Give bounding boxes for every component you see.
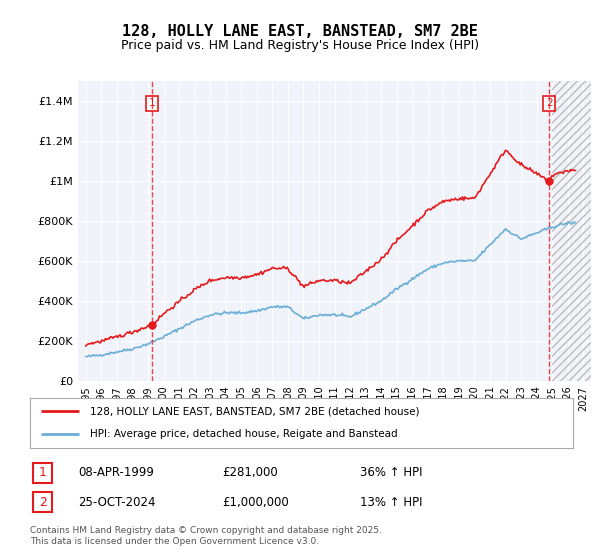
Text: 1: 1 (149, 98, 155, 108)
Text: 08-APR-1999: 08-APR-1999 (78, 466, 154, 479)
Text: 2: 2 (38, 496, 47, 509)
Text: 2: 2 (546, 98, 553, 108)
Text: 128, HOLLY LANE EAST, BANSTEAD, SM7 2BE: 128, HOLLY LANE EAST, BANSTEAD, SM7 2BE (122, 24, 478, 39)
Text: 1: 1 (38, 466, 47, 479)
Text: £1,000,000: £1,000,000 (222, 496, 289, 509)
Text: Price paid vs. HM Land Registry's House Price Index (HPI): Price paid vs. HM Land Registry's House … (121, 39, 479, 52)
Text: 13% ↑ HPI: 13% ↑ HPI (360, 496, 422, 509)
Text: £281,000: £281,000 (222, 466, 278, 479)
Text: 36% ↑ HPI: 36% ↑ HPI (360, 466, 422, 479)
Text: HPI: Average price, detached house, Reigate and Banstead: HPI: Average price, detached house, Reig… (90, 430, 397, 440)
Text: 128, HOLLY LANE EAST, BANSTEAD, SM7 2BE (detached house): 128, HOLLY LANE EAST, BANSTEAD, SM7 2BE … (90, 406, 419, 416)
Text: 25-OCT-2024: 25-OCT-2024 (78, 496, 155, 509)
Bar (552, 81, 599, 381)
Text: Contains HM Land Registry data © Crown copyright and database right 2025.
This d: Contains HM Land Registry data © Crown c… (30, 526, 382, 546)
